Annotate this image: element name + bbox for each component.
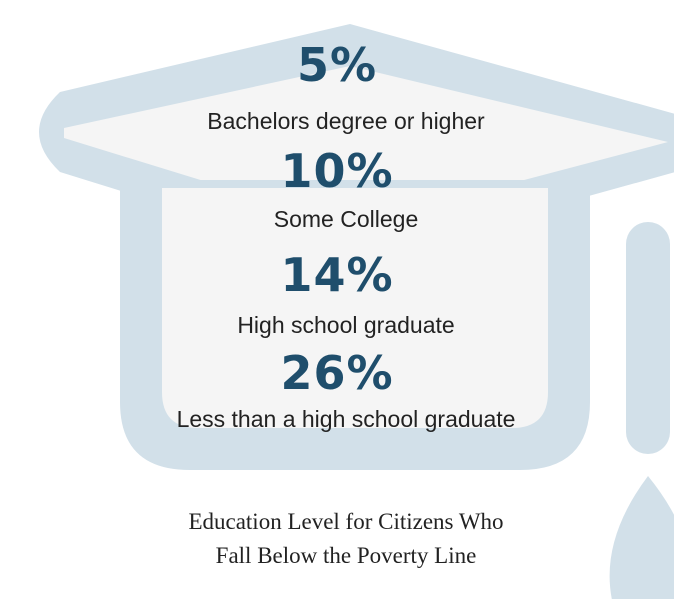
- tassel-cord: [626, 222, 670, 454]
- category-label-bachelors: Bachelors degree or higher: [207, 108, 485, 134]
- tassel-drop: [609, 476, 674, 599]
- value-label-less-than-hs: 26%: [280, 346, 394, 400]
- value-label-hs-grad: 14%: [280, 248, 394, 302]
- cap-board-inner: [64, 66, 668, 226]
- value-label-bachelors: 5%: [296, 38, 378, 92]
- category-label-hs-grad: High school graduate: [237, 312, 455, 338]
- chart-title-line-1: Education Level for Citizens Who: [188, 509, 504, 534]
- category-label-less-than-hs: Less than a high school graduate: [176, 406, 516, 432]
- chart-title-line-2: Fall Below the Poverty Line: [215, 543, 477, 568]
- cap-body-inner: [162, 188, 548, 428]
- chart-title: Education Level for Citizens Who Fall Be…: [0, 505, 674, 573]
- category-label-some-college: Some College: [273, 206, 419, 232]
- value-label-some-college: 10%: [280, 144, 394, 198]
